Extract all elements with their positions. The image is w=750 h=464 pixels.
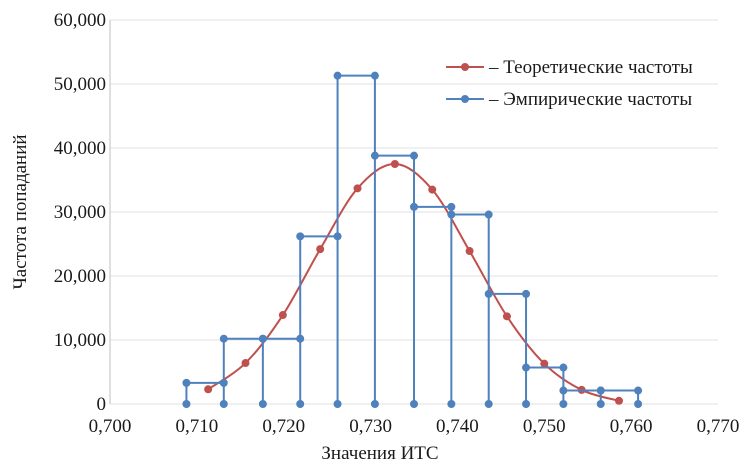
x-tick-label: 0,710: [175, 416, 218, 437]
point-empirical: [258, 400, 267, 408]
point-empirical: [634, 386, 643, 395]
legend-label-theoretical: – Теоретические частоты: [488, 57, 693, 78]
point-empirical: [296, 400, 305, 408]
point-empirical: [559, 400, 568, 408]
x-tick-labels: 0,700 0,710 0,720 0,730 0,740 0,750 0,760 0,770: [89, 416, 740, 437]
x-tick-label: 0,770: [697, 416, 740, 437]
legend-item-empirical: – Эмпирические частоты: [446, 89, 692, 110]
point-empirical: [410, 400, 418, 408]
point-empirical: [596, 400, 605, 408]
point-theoretical: [502, 312, 511, 321]
y-tick-labels: 0 10,000 20,000 30,000 40,000 50,000 60,000: [54, 10, 106, 415]
point-empirical: [484, 400, 493, 408]
y-tick-label: 60,000: [54, 10, 106, 31]
point-empirical: [522, 363, 531, 372]
point-empirical: [219, 334, 228, 343]
point-empirical: [258, 334, 267, 343]
legend: – Теоретические частоты – Эмпирические ч…: [446, 57, 693, 110]
x-tick-label: 0,720: [262, 416, 305, 437]
legend-label-empirical: – Эмпирические частоты: [488, 89, 692, 110]
point-empirical: [559, 363, 568, 372]
x-tick-label: 0,700: [89, 416, 132, 437]
point-empirical: [182, 400, 191, 408]
point-empirical: [447, 202, 456, 211]
point-empirical: [296, 334, 305, 343]
point-empirical: [333, 71, 342, 80]
point-empirical: [182, 378, 191, 387]
y-tick-label: 30,000: [54, 202, 106, 223]
legend-item-theoretical: – Теоретические частоты: [446, 57, 693, 78]
x-tick-label: 0,740: [436, 416, 479, 437]
point-empirical: [522, 400, 531, 408]
point-empirical: [447, 400, 456, 408]
point-empirical: [370, 151, 379, 160]
x-tick-label: 0,730: [349, 416, 392, 437]
y-tick-label: 20,000: [54, 266, 106, 287]
x-tick-label: 0,750: [523, 416, 566, 437]
point-empirical: [370, 400, 379, 408]
point-empirical: [596, 386, 605, 395]
series-empirical: [182, 71, 643, 408]
point-empirical: [219, 378, 228, 387]
point-empirical: [370, 71, 379, 80]
point-theoretical: [465, 247, 474, 256]
point-theoretical: [428, 185, 437, 194]
point-empirical: [447, 210, 456, 219]
point-theoretical: [540, 359, 549, 368]
y-tick-label: 0: [97, 394, 107, 415]
y-tick-label: 10,000: [54, 330, 106, 351]
point-empirical: [333, 400, 342, 408]
y-tick-label: 50,000: [54, 74, 106, 95]
legend-marker-empirical: [461, 95, 469, 103]
point-empirical: [484, 210, 493, 219]
point-empirical: [634, 400, 643, 408]
point-empirical: [410, 202, 418, 211]
x-tick-label: 0,760: [610, 416, 653, 437]
point-theoretical: [614, 396, 623, 405]
point-theoretical: [204, 385, 213, 394]
point-empirical: [410, 151, 418, 160]
series-layer: [182, 71, 643, 408]
point-empirical: [296, 232, 305, 241]
point-empirical: [522, 289, 531, 298]
point-empirical: [219, 400, 228, 408]
legend-marker-theoretical: [461, 63, 469, 71]
point-theoretical: [316, 245, 325, 254]
point-theoretical: [278, 311, 287, 320]
y-tick-label: 40,000: [54, 138, 106, 159]
point-empirical: [484, 289, 493, 298]
x-axis-label: Значения ИТС: [321, 443, 438, 464]
point-empirical: [333, 232, 342, 241]
point-theoretical: [241, 359, 250, 368]
point-theoretical: [353, 184, 362, 193]
y-axis-label: Частота попаданий: [10, 134, 31, 289]
point-empirical: [559, 386, 568, 395]
point-theoretical: [390, 160, 399, 168]
